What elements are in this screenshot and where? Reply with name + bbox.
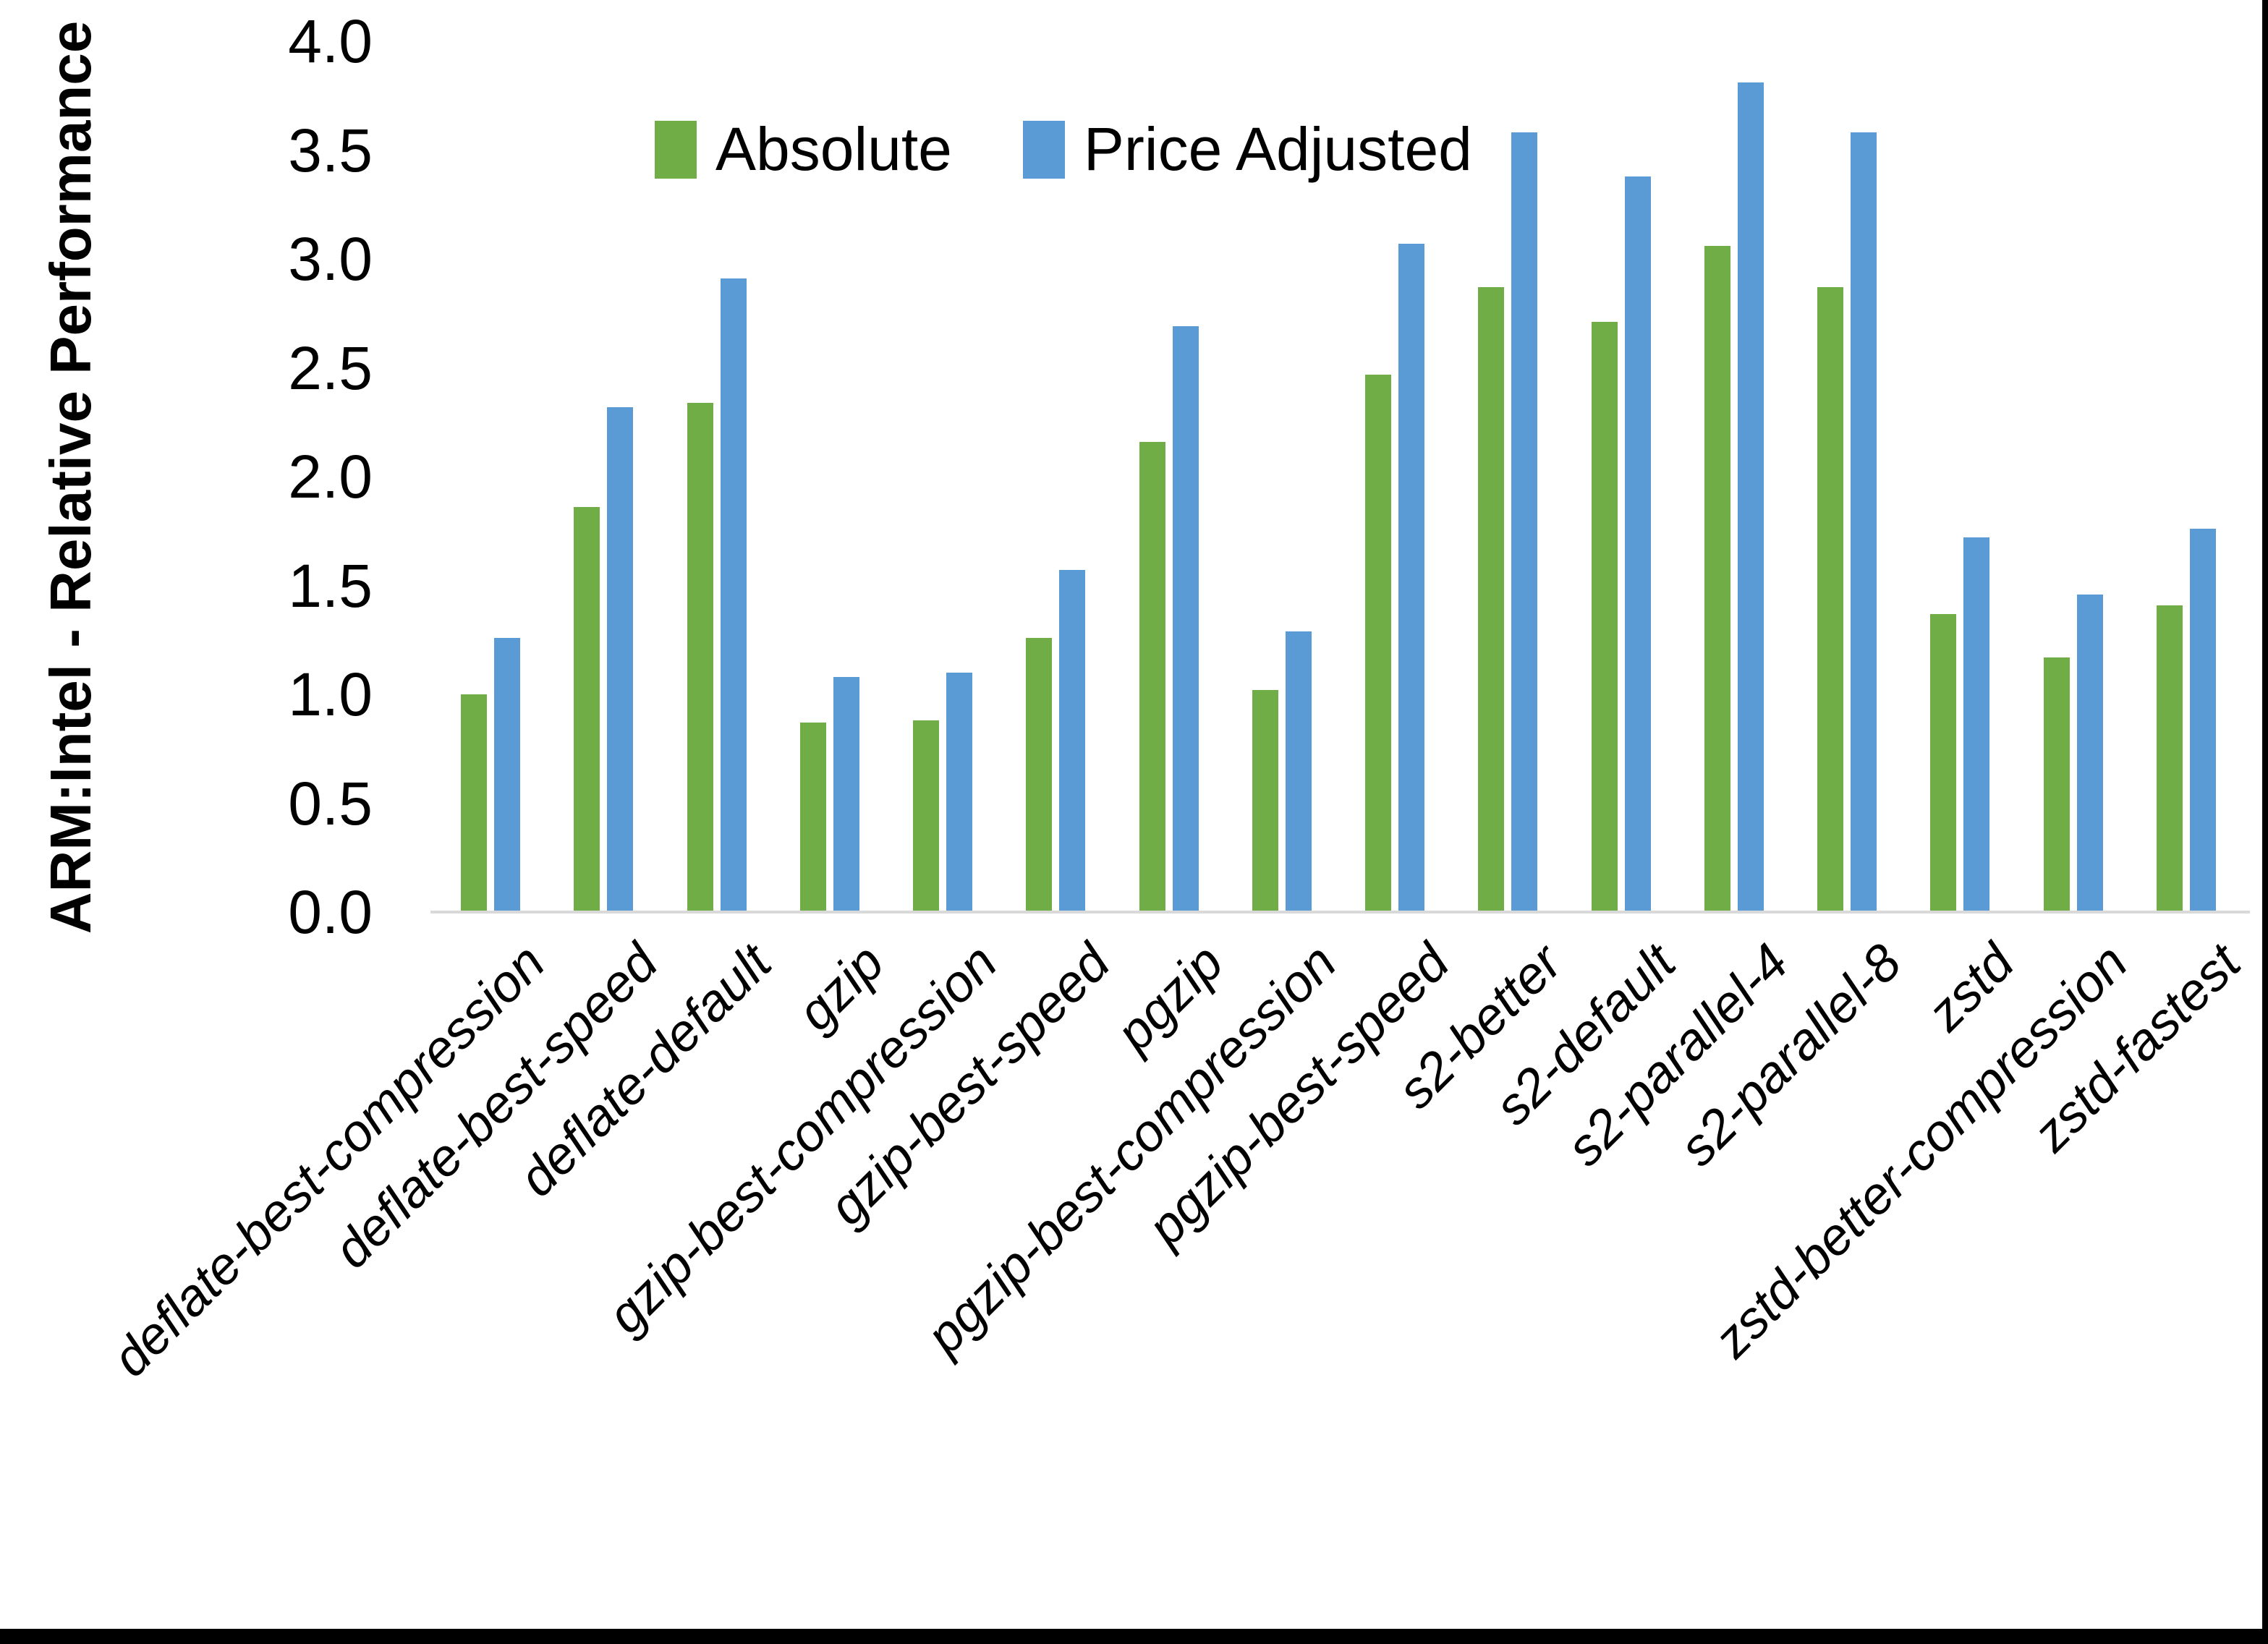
- bar-price-adjusted-pgzip: [1172, 326, 1199, 912]
- bar-absolute-deflate-best-compression: [461, 694, 488, 912]
- plot-area: [434, 41, 2243, 912]
- bar-price-adjusted-pgzip-best-speed: [1398, 243, 1425, 912]
- y-tick-label: 1.0: [288, 660, 373, 728]
- legend-swatch-absolute: [655, 120, 697, 179]
- bar-price-adjusted-pgzip-best-compression: [1285, 631, 1312, 912]
- x-axis-line: [430, 911, 2250, 913]
- bar-price-adjusted-zstd-better-compression: [2076, 594, 2103, 912]
- x-category-label-deflate-best-compression: deflate-best-compression: [101, 933, 556, 1388]
- y-tick-label: 2.0: [288, 443, 373, 511]
- bar-price-adjusted-deflate-default: [720, 278, 747, 912]
- legend-label-absolute: Absolute: [715, 115, 952, 183]
- bar-price-adjusted-s2-parallel-4: [1737, 82, 1764, 912]
- bar-absolute-pgzip-best-compression: [1252, 689, 1278, 912]
- bar-price-adjusted-deflate-best-compression: [494, 637, 521, 912]
- bar-price-adjusted-s2-parallel-8: [1851, 132, 1877, 912]
- bar-absolute-gzip-best-speed: [1026, 637, 1053, 912]
- legend: Absolute Price Adjusted: [655, 114, 1472, 184]
- bar-absolute-s2-better: [1478, 287, 1505, 912]
- y-tick-label: 3.0: [288, 225, 373, 293]
- bar-absolute-zstd-fastest: [2156, 605, 2183, 912]
- bar-price-adjusted-zstd-fastest: [2189, 529, 2216, 912]
- bar-absolute-deflate-default: [687, 402, 713, 912]
- y-tick-label: 0.0: [288, 878, 373, 946]
- bar-absolute-pgzip: [1139, 441, 1165, 912]
- legend-swatch-price-adjusted: [1022, 120, 1065, 179]
- bar-absolute-gzip: [799, 723, 826, 912]
- legend-label-price-adjusted: Price Adjusted: [1083, 115, 1472, 183]
- bar-absolute-zstd: [1930, 613, 1957, 912]
- bar-price-adjusted-gzip-best-speed: [1059, 570, 1086, 912]
- legend-item-absolute: Absolute: [655, 114, 952, 184]
- bar-price-adjusted-s2-better: [1511, 132, 1538, 912]
- bar-price-adjusted-s2-default: [1624, 176, 1651, 912]
- bar-absolute-s2-parallel-4: [1704, 245, 1730, 912]
- bar-absolute-pgzip-best-speed: [1365, 374, 1392, 912]
- bar-absolute-s2-default: [1591, 322, 1618, 912]
- bar-absolute-deflate-best-speed: [574, 507, 600, 912]
- right-edge-border: [2262, 0, 2268, 1644]
- y-tick-label: 1.5: [288, 551, 373, 620]
- y-tick-label: 4.0: [288, 7, 373, 75]
- legend-item-price-adjusted: Price Adjusted: [1022, 114, 1472, 184]
- bar-absolute-gzip-best-compression: [913, 720, 940, 912]
- bottom-edge-border: [0, 1629, 2268, 1644]
- bar-price-adjusted-deflate-best-speed: [607, 406, 634, 912]
- y-tick-label: 2.5: [288, 333, 373, 402]
- y-tick-label: 3.5: [288, 116, 373, 184]
- y-tick-label: 0.5: [288, 769, 373, 838]
- bar-price-adjusted-gzip: [833, 676, 859, 912]
- bar-price-adjusted-zstd: [1963, 537, 1990, 912]
- bar-absolute-s2-parallel-8: [1817, 287, 1844, 912]
- bar-absolute-zstd-better-compression: [2043, 657, 2070, 912]
- bar-price-adjusted-gzip-best-compression: [946, 672, 973, 912]
